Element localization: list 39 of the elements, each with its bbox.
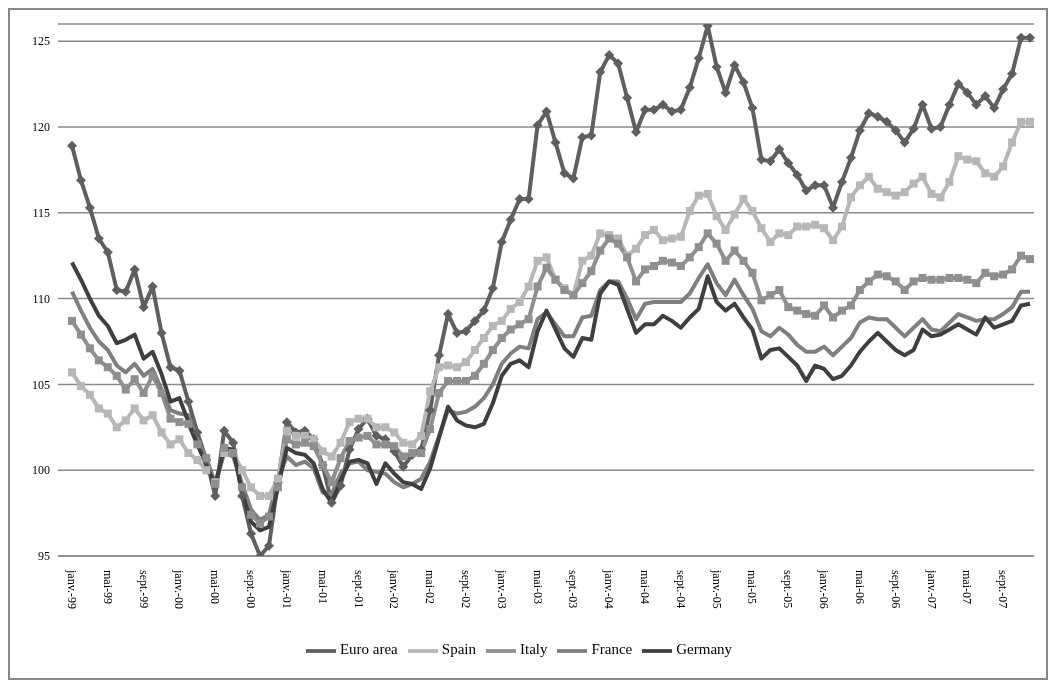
x-tick-label: mai-00 xyxy=(208,570,223,604)
x-tick-label: sept.-02 xyxy=(458,570,473,609)
y-tick-label: 125 xyxy=(32,34,50,49)
x-tick-label: janv.-02 xyxy=(387,569,402,609)
x-tick-label: janv.-03 xyxy=(494,569,509,609)
x-tick-label: mai-06 xyxy=(852,570,867,604)
legend-label: France xyxy=(591,641,633,658)
x-tick-label: janv.-00 xyxy=(172,569,187,609)
y-tick-label: 95 xyxy=(38,549,50,564)
x-tick-label: sept.-99 xyxy=(136,570,151,609)
y-tick-label: 105 xyxy=(32,377,50,392)
x-tick-label: janv.-06 xyxy=(817,569,832,609)
x-tick-label: sept.-01 xyxy=(351,570,366,609)
x-tick-label: sept.-06 xyxy=(888,570,903,609)
x-tick-label: janv.-04 xyxy=(602,569,617,609)
x-tick-label: mai-04 xyxy=(638,570,653,604)
x-tick-label: janv.-05 xyxy=(709,569,724,609)
x-tick-label: mai-07 xyxy=(960,570,975,604)
x-tick-label: sept.-04 xyxy=(673,570,688,609)
legend-label: Euro area xyxy=(339,641,398,658)
x-tick-label: mai-05 xyxy=(745,570,760,604)
legend-label: Spain xyxy=(441,641,476,658)
x-tick-label: mai-99 xyxy=(100,570,115,604)
y-tick-label: 100 xyxy=(32,463,50,478)
y-tick-label: 110 xyxy=(32,291,50,306)
legend-label: Germany xyxy=(676,641,733,658)
x-tick-label: sept.-00 xyxy=(244,570,259,609)
x-tick-label: sept.-07 xyxy=(996,570,1011,609)
x-tick-label: janv.-07 xyxy=(924,569,939,609)
x-tick-label: janv.-99 xyxy=(65,569,79,609)
y-tick-label: 120 xyxy=(32,120,50,135)
y-tick-label: 115 xyxy=(32,206,50,221)
x-tick-label: mai-02 xyxy=(423,570,438,604)
legend-label: Italy xyxy=(519,641,548,658)
x-tick-label: janv.-01 xyxy=(279,569,294,609)
x-tick-label: sept.-05 xyxy=(781,570,796,609)
x-tick-label: mai-03 xyxy=(530,570,545,604)
x-tick-label: sept.-03 xyxy=(566,570,581,609)
x-tick-label: mai-01 xyxy=(315,570,330,604)
